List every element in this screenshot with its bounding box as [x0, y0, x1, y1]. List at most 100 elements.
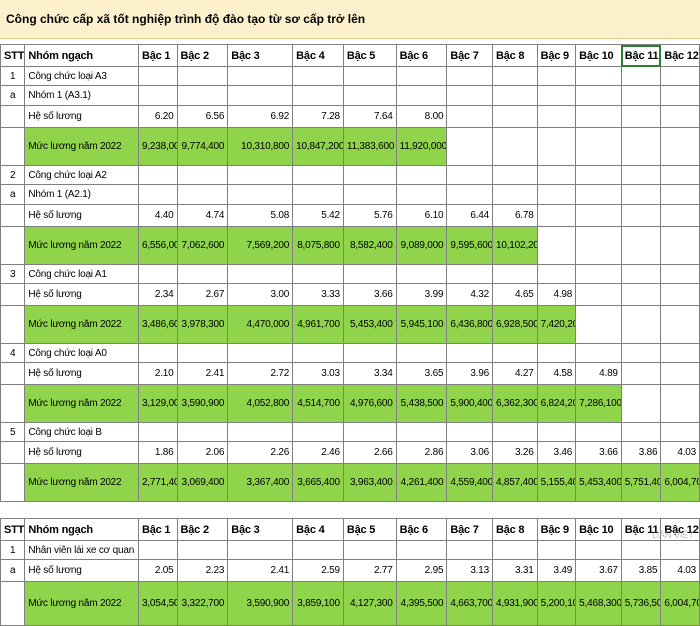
- column-header-grade-8[interactable]: Bậc 8: [491, 518, 538, 541]
- column-header-grade-6[interactable]: Bậc 6: [395, 44, 448, 67]
- column-header-grade-6[interactable]: Bậc 6: [395, 518, 448, 541]
- column-header-grade-1[interactable]: Bậc 1: [137, 44, 178, 67]
- column-header-grade-4[interactable]: Bậc 4: [292, 44, 344, 67]
- value-cell[interactable]: 3.86: [620, 441, 662, 464]
- value-cell[interactable]: 4,931,900: [491, 581, 538, 626]
- empty-cell[interactable]: [176, 85, 229, 106]
- value-cell[interactable]: 3,978,300: [176, 305, 229, 344]
- stt-cell[interactable]: [0, 305, 26, 344]
- value-cell[interactable]: 2.46: [292, 441, 344, 464]
- value-cell[interactable]: 7,420,200: [536, 305, 577, 344]
- empty-cell[interactable]: [137, 264, 178, 284]
- label-cell[interactable]: Nhóm 1 (A2.1): [24, 184, 139, 205]
- empty-cell[interactable]: [536, 127, 577, 166]
- value-cell[interactable]: 2.77: [342, 559, 397, 582]
- empty-cell[interactable]: [491, 85, 538, 106]
- column-header-grade-9[interactable]: Bậc 9: [536, 518, 577, 541]
- label-cell[interactable]: Hệ số lương: [24, 441, 139, 464]
- empty-cell[interactable]: [536, 343, 577, 363]
- column-header-grade-7[interactable]: Bậc 7: [446, 518, 493, 541]
- empty-cell[interactable]: [660, 343, 700, 363]
- stt-cell[interactable]: [0, 127, 26, 166]
- empty-cell[interactable]: [491, 105, 538, 128]
- empty-cell[interactable]: [137, 165, 178, 185]
- value-cell[interactable]: 5,468,300: [575, 581, 622, 626]
- empty-cell[interactable]: [176, 264, 229, 284]
- empty-cell[interactable]: [342, 85, 397, 106]
- empty-cell[interactable]: [137, 343, 178, 363]
- value-cell[interactable]: 3,129,000: [137, 384, 178, 423]
- empty-cell[interactable]: [660, 422, 700, 442]
- value-cell[interactable]: 2.67: [176, 283, 229, 306]
- label-cell[interactable]: Công chức loại A0: [24, 343, 139, 363]
- stt-cell[interactable]: 1: [0, 66, 26, 86]
- value-cell[interactable]: 2.23: [176, 559, 229, 582]
- empty-cell[interactable]: [491, 343, 538, 363]
- value-cell[interactable]: 3.34: [342, 362, 397, 385]
- value-cell[interactable]: 4,976,600: [342, 384, 397, 423]
- column-header-grade-7[interactable]: Bậc 7: [446, 44, 493, 67]
- value-cell[interactable]: 3.96: [446, 362, 493, 385]
- value-cell[interactable]: 2.66: [342, 441, 397, 464]
- value-cell[interactable]: 2,771,400: [137, 463, 178, 502]
- empty-cell[interactable]: [342, 66, 397, 86]
- empty-cell[interactable]: [536, 204, 577, 227]
- value-cell[interactable]: 2.59: [292, 559, 344, 582]
- empty-cell[interactable]: [575, 184, 622, 205]
- value-cell[interactable]: 3,054,500: [137, 581, 178, 626]
- label-cell[interactable]: Mức lương năm 2022: [24, 127, 139, 166]
- label-cell[interactable]: Công chức loại B: [24, 422, 139, 442]
- value-cell[interactable]: 6,928,500: [491, 305, 538, 344]
- empty-cell[interactable]: [575, 165, 622, 185]
- value-cell[interactable]: 8,582,400: [342, 226, 397, 265]
- value-cell[interactable]: 2.26: [227, 441, 294, 464]
- empty-cell[interactable]: [176, 422, 229, 442]
- empty-cell[interactable]: [575, 540, 622, 560]
- empty-cell[interactable]: [491, 540, 538, 560]
- label-cell[interactable]: Hệ số lương: [24, 204, 139, 227]
- empty-cell[interactable]: [227, 422, 294, 442]
- value-cell[interactable]: 6,556,000: [137, 226, 178, 265]
- empty-cell[interactable]: [620, 362, 662, 385]
- column-header-stt[interactable]: STT: [0, 44, 26, 67]
- column-header-group[interactable]: Nhóm ngạch: [24, 44, 139, 67]
- empty-cell[interactable]: [620, 343, 662, 363]
- value-cell[interactable]: 3.46: [536, 441, 577, 464]
- empty-cell[interactable]: [227, 184, 294, 205]
- column-header-grade-12[interactable]: Bậc 12: [660, 44, 700, 67]
- empty-cell[interactable]: [446, 66, 493, 86]
- value-cell[interactable]: 3,963,400: [342, 463, 397, 502]
- value-cell[interactable]: 2.95: [395, 559, 448, 582]
- value-cell[interactable]: 3.13: [446, 559, 493, 582]
- empty-cell[interactable]: [575, 226, 622, 265]
- empty-cell[interactable]: [446, 85, 493, 106]
- value-cell[interactable]: 5,438,500: [395, 384, 448, 423]
- empty-cell[interactable]: [620, 204, 662, 227]
- empty-cell[interactable]: [395, 66, 448, 86]
- label-cell[interactable]: Công chức loại A1: [24, 264, 139, 284]
- empty-cell[interactable]: [227, 343, 294, 363]
- value-cell[interactable]: 7,286,100: [575, 384, 622, 423]
- empty-cell[interactable]: [491, 165, 538, 185]
- empty-cell[interactable]: [491, 264, 538, 284]
- empty-cell[interactable]: [227, 85, 294, 106]
- empty-cell[interactable]: [620, 422, 662, 442]
- value-cell[interactable]: 4.40: [137, 204, 178, 227]
- empty-cell[interactable]: [660, 66, 700, 86]
- empty-cell[interactable]: [575, 283, 622, 306]
- value-cell[interactable]: 2.41: [176, 362, 229, 385]
- value-cell[interactable]: 9,595,600: [446, 226, 493, 265]
- empty-cell[interactable]: [660, 283, 700, 306]
- value-cell[interactable]: 5,453,400: [342, 305, 397, 344]
- value-cell[interactable]: 8,075,800: [292, 226, 344, 265]
- value-cell[interactable]: 3.06: [446, 441, 493, 464]
- value-cell[interactable]: 4.74: [176, 204, 229, 227]
- value-cell[interactable]: 4,663,700: [446, 581, 493, 626]
- value-cell[interactable]: 9,089,000: [395, 226, 448, 265]
- value-cell[interactable]: 3,859,100: [292, 581, 344, 626]
- stt-cell[interactable]: 1: [0, 540, 26, 560]
- value-cell[interactable]: 3.49: [536, 559, 577, 582]
- empty-cell[interactable]: [342, 422, 397, 442]
- empty-cell[interactable]: [137, 66, 178, 86]
- empty-cell[interactable]: [446, 540, 493, 560]
